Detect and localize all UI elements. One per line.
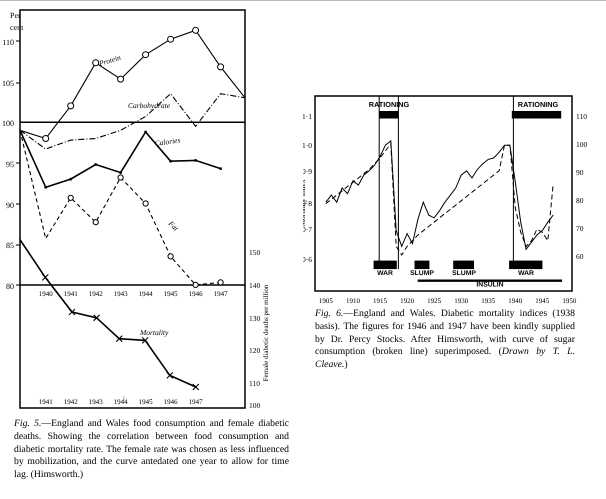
svg-text:100: 100 bbox=[2, 119, 14, 128]
svg-text:Female diabetic deaths per mil: Female diabetic deaths per million bbox=[262, 284, 270, 381]
svg-text:1943: 1943 bbox=[89, 398, 104, 406]
svg-text:1910: 1910 bbox=[346, 297, 361, 305]
svg-text:120: 120 bbox=[249, 346, 261, 355]
svg-text:1920: 1920 bbox=[400, 297, 415, 305]
svg-text:130: 130 bbox=[249, 314, 261, 323]
svg-text:1944: 1944 bbox=[139, 290, 154, 298]
svg-text:1942: 1942 bbox=[89, 290, 104, 298]
svg-text:85: 85 bbox=[6, 241, 14, 250]
svg-text:70: 70 bbox=[576, 224, 584, 233]
svg-text:1940: 1940 bbox=[39, 290, 54, 298]
svg-text:SLUMP: SLUMP bbox=[410, 270, 434, 277]
svg-text:WAR: WAR bbox=[518, 270, 534, 277]
svg-text:Fat: Fat bbox=[166, 218, 181, 233]
svg-text:SLUMP: SLUMP bbox=[452, 270, 476, 277]
svg-text:1905: 1905 bbox=[319, 297, 334, 305]
svg-text:1944: 1944 bbox=[114, 398, 129, 406]
svg-text:Per: Per bbox=[10, 11, 21, 20]
svg-text:1943: 1943 bbox=[114, 290, 129, 298]
svg-text:100: 100 bbox=[249, 401, 261, 410]
svg-text:1942: 1942 bbox=[64, 398, 79, 406]
svg-text:1941: 1941 bbox=[64, 290, 79, 298]
svg-text:90: 90 bbox=[576, 168, 584, 177]
svg-text:1950: 1950 bbox=[562, 297, 577, 305]
svg-text:110: 110 bbox=[249, 379, 260, 388]
svg-text:1930: 1930 bbox=[454, 297, 469, 305]
svg-text:60: 60 bbox=[576, 252, 584, 261]
svg-text:80: 80 bbox=[576, 196, 584, 205]
svg-text:INSULIN: INSULIN bbox=[476, 282, 503, 289]
svg-text:Mortality Index: Mortality Index bbox=[303, 179, 307, 227]
svg-text:1945: 1945 bbox=[139, 398, 154, 406]
svg-text:cent: cent bbox=[10, 23, 24, 32]
svg-text:1·1: 1·1 bbox=[303, 112, 312, 121]
svg-text:1947: 1947 bbox=[214, 290, 229, 298]
svg-text:105: 105 bbox=[2, 79, 14, 88]
svg-text:0·9: 0·9 bbox=[303, 167, 312, 176]
svg-text:110: 110 bbox=[2, 38, 14, 47]
svg-text:90: 90 bbox=[6, 201, 14, 210]
svg-text:RATIONING: RATIONING bbox=[369, 100, 410, 109]
svg-text:Protein: Protein bbox=[97, 53, 122, 68]
svg-text:1915: 1915 bbox=[373, 297, 388, 305]
svg-text:1941: 1941 bbox=[39, 398, 54, 406]
svg-text:0·6: 0·6 bbox=[303, 255, 312, 264]
svg-text:|: | bbox=[123, 395, 124, 402]
svg-text:1945: 1945 bbox=[164, 290, 179, 298]
svg-text:1·0: 1·0 bbox=[303, 141, 312, 150]
svg-text:140: 140 bbox=[249, 281, 261, 290]
svg-text:1945: 1945 bbox=[535, 297, 550, 305]
svg-text:150: 150 bbox=[249, 248, 261, 257]
svg-text:1940: 1940 bbox=[508, 297, 523, 305]
svg-text:95: 95 bbox=[6, 160, 14, 169]
svg-text:1946: 1946 bbox=[189, 290, 204, 298]
svg-text:1935: 1935 bbox=[481, 297, 496, 305]
svg-text:100: 100 bbox=[576, 140, 588, 149]
svg-text:WAR: WAR bbox=[377, 270, 393, 277]
svg-text:Carbohydrate: Carbohydrate bbox=[128, 101, 171, 110]
svg-text:Mortality: Mortality bbox=[139, 328, 169, 337]
svg-text:RATIONING: RATIONING bbox=[518, 100, 559, 109]
svg-text:Calories: Calories bbox=[154, 135, 181, 148]
svg-text:1947: 1947 bbox=[189, 398, 204, 406]
svg-text:110: 110 bbox=[576, 112, 587, 121]
svg-text:1946: 1946 bbox=[164, 398, 179, 406]
svg-text:1925: 1925 bbox=[427, 297, 442, 305]
svg-text:80: 80 bbox=[6, 282, 14, 291]
